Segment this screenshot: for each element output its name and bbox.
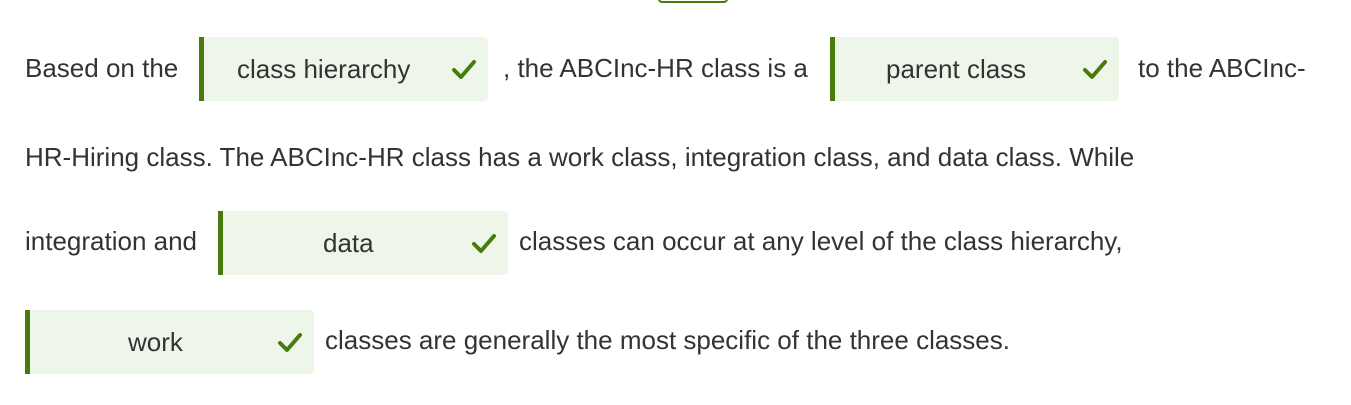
checkmark-icon [472,234,496,253]
blank-answer-1[interactable]: class hierarchy [199,37,488,101]
top-tab-indicator [658,0,728,3]
sentence-segment-4: HR-Hiring class. The ABCInc-HR class has… [25,142,1135,172]
blank-answer-4-label: work [128,327,183,357]
blank-answer-2-label: parent class [886,54,1027,84]
blank-answer-2[interactable]: parent class [830,37,1119,101]
blank-answer-3[interactable]: data [218,211,508,275]
sentence-segment-2: , the ABCInc-HR class is a [503,53,808,83]
sentence-segment-6: classes can occur at any level of the cl… [519,226,1123,256]
checkmark-icon [1083,60,1107,79]
blank-answer-1-label: class hierarchy [237,54,411,84]
checkmark-icon [452,60,476,79]
sentence-segment-7: classes are generally the most specific … [325,325,1010,355]
checkmark-icon [278,333,302,352]
sentence-segment-5: integration and [25,226,198,256]
sentence-segment-1: Based on the [25,53,179,83]
blank-answer-4[interactable]: work [25,310,314,374]
sentence-segment-3: to the ABCInc- [1138,53,1306,83]
blank-answer-3-label: data [323,228,374,258]
